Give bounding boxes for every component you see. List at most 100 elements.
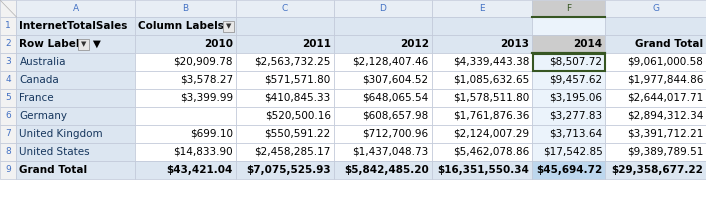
Text: $2,124,007.29: $2,124,007.29 — [453, 129, 530, 139]
Text: $3,399.99: $3,399.99 — [180, 93, 233, 103]
Bar — [236, 143, 334, 161]
Text: $3,713.64: $3,713.64 — [549, 129, 602, 139]
Bar — [78, 39, 90, 49]
Bar — [136, 0, 236, 17]
Bar — [431, 107, 532, 125]
Bar — [16, 89, 136, 107]
Bar — [236, 53, 334, 71]
Bar — [606, 125, 706, 143]
Bar — [334, 89, 431, 107]
Text: $7,075,525.93: $7,075,525.93 — [246, 165, 331, 175]
Bar — [431, 143, 532, 161]
Bar — [431, 161, 532, 179]
Bar — [334, 53, 431, 71]
Bar — [334, 35, 431, 53]
Text: Row Labels  ▼: Row Labels ▼ — [20, 39, 102, 49]
Bar — [0, 89, 16, 107]
Bar — [16, 71, 136, 89]
Text: $2,458,285.17: $2,458,285.17 — [254, 147, 331, 157]
Bar — [0, 71, 16, 89]
Bar — [136, 107, 236, 125]
Text: InternetTotalSales: InternetTotalSales — [20, 21, 128, 31]
Bar — [236, 0, 334, 17]
Bar — [532, 89, 606, 107]
Text: $8,507.72: $8,507.72 — [549, 57, 602, 67]
Text: 3: 3 — [6, 58, 11, 66]
Text: $1,761,876.36: $1,761,876.36 — [453, 111, 530, 121]
Bar — [431, 17, 532, 35]
Text: 9: 9 — [6, 165, 11, 175]
Text: $410,845.33: $410,845.33 — [265, 93, 331, 103]
Bar — [0, 53, 16, 71]
Text: $20,909.78: $20,909.78 — [174, 57, 233, 67]
Text: $3,195.06: $3,195.06 — [549, 93, 602, 103]
Text: $43,421.04: $43,421.04 — [167, 165, 233, 175]
Text: $9,457.62: $9,457.62 — [549, 75, 602, 85]
Bar — [334, 143, 431, 161]
Text: Grand Total: Grand Total — [635, 39, 703, 49]
Text: $9,389,789.51: $9,389,789.51 — [627, 147, 703, 157]
Bar — [532, 71, 606, 89]
Text: $2,563,732.25: $2,563,732.25 — [254, 57, 331, 67]
Text: 1: 1 — [6, 21, 11, 31]
Text: 2012: 2012 — [400, 39, 429, 49]
Bar — [16, 143, 136, 161]
Text: $2,644,017.71: $2,644,017.71 — [627, 93, 703, 103]
Text: $5,842,485.20: $5,842,485.20 — [344, 165, 429, 175]
Text: A: A — [73, 4, 79, 13]
Bar — [334, 161, 431, 179]
Text: $3,578.27: $3,578.27 — [180, 75, 233, 85]
Bar — [532, 125, 606, 143]
Text: G: G — [652, 4, 659, 13]
Text: $1,085,632.65: $1,085,632.65 — [453, 75, 530, 85]
Bar — [431, 125, 532, 143]
Bar — [136, 71, 236, 89]
Bar — [136, 125, 236, 143]
Bar — [431, 71, 532, 89]
Bar — [606, 161, 706, 179]
Text: 7: 7 — [6, 129, 11, 139]
Bar — [533, 54, 605, 70]
Text: $550,591.22: $550,591.22 — [265, 129, 331, 139]
Text: $29,358,677.22: $29,358,677.22 — [611, 165, 703, 175]
Bar — [606, 107, 706, 125]
Text: $4,339,443.38: $4,339,443.38 — [453, 57, 530, 67]
Text: Column Labels: Column Labels — [138, 21, 225, 31]
Bar — [136, 143, 236, 161]
Text: France: France — [20, 93, 54, 103]
Text: $45,694.72: $45,694.72 — [536, 165, 602, 175]
Text: $1,578,511.80: $1,578,511.80 — [453, 93, 530, 103]
Bar — [606, 35, 706, 53]
Bar — [0, 143, 16, 161]
Bar — [16, 35, 136, 53]
Bar — [236, 71, 334, 89]
Text: $520,500.16: $520,500.16 — [265, 111, 331, 121]
Bar — [136, 161, 236, 179]
Bar — [532, 161, 606, 179]
Bar — [16, 107, 136, 125]
Bar — [334, 17, 431, 35]
Text: $571,571.80: $571,571.80 — [265, 75, 331, 85]
Bar — [334, 107, 431, 125]
Bar — [532, 143, 606, 161]
Bar — [431, 35, 532, 53]
Bar — [16, 53, 136, 71]
Text: United Kingdom: United Kingdom — [20, 129, 103, 139]
Text: 2014: 2014 — [573, 39, 602, 49]
Text: ▼: ▼ — [81, 41, 87, 47]
Bar — [236, 107, 334, 125]
Bar — [0, 107, 16, 125]
Text: Germany: Germany — [20, 111, 68, 121]
Text: B: B — [183, 4, 189, 13]
Text: $14,833.90: $14,833.90 — [173, 147, 233, 157]
Text: ▼: ▼ — [226, 23, 231, 29]
Bar — [16, 17, 136, 35]
Bar — [334, 71, 431, 89]
Text: $9,061,000.58: $9,061,000.58 — [627, 57, 703, 67]
Text: $1,437,048.73: $1,437,048.73 — [352, 147, 429, 157]
Bar — [431, 53, 532, 71]
Bar — [236, 161, 334, 179]
Text: D: D — [379, 4, 386, 13]
Text: $3,277.83: $3,277.83 — [549, 111, 602, 121]
Bar — [532, 35, 606, 53]
